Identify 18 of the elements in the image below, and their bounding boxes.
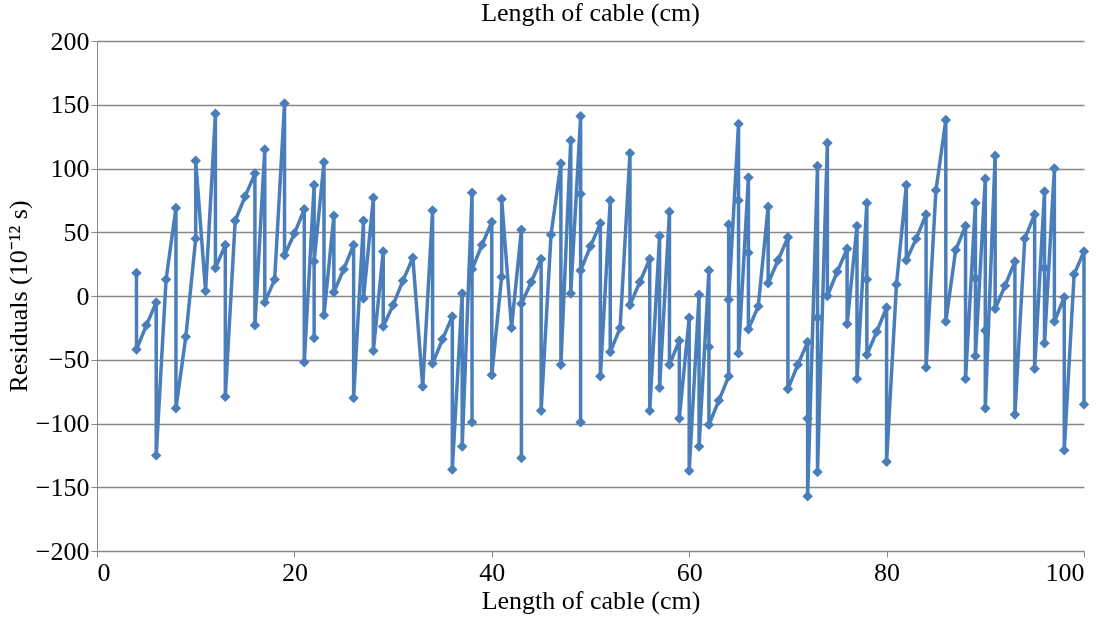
x-tick-label: 60 bbox=[676, 557, 703, 587]
x-tick-label: 100 bbox=[1045, 557, 1085, 587]
y-tick-label: 0 bbox=[76, 281, 90, 311]
y-tick-label: −100 bbox=[35, 409, 90, 438]
x-axis-title: Length of cable (cm) bbox=[481, 585, 701, 615]
x-tick-label: 0 bbox=[97, 557, 111, 587]
y-tick-label: −50 bbox=[48, 345, 90, 375]
y-tick-label: 200 bbox=[50, 26, 90, 56]
chart-title: Length of cable (cm) bbox=[481, 0, 700, 27]
y-tick-label: 50 bbox=[63, 217, 90, 247]
y-tick-label: 150 bbox=[50, 90, 90, 120]
y-axis-title: Residuals (10⁻¹² s) bbox=[3, 200, 33, 393]
x-tick-label: 20 bbox=[281, 557, 308, 587]
y-tick-label: −150 bbox=[35, 472, 90, 502]
x-tick-label: 40 bbox=[479, 557, 506, 587]
y-tick-label: 100 bbox=[50, 154, 90, 183]
x-tick-label: 80 bbox=[874, 557, 901, 587]
y-tick-label: −200 bbox=[35, 536, 90, 566]
